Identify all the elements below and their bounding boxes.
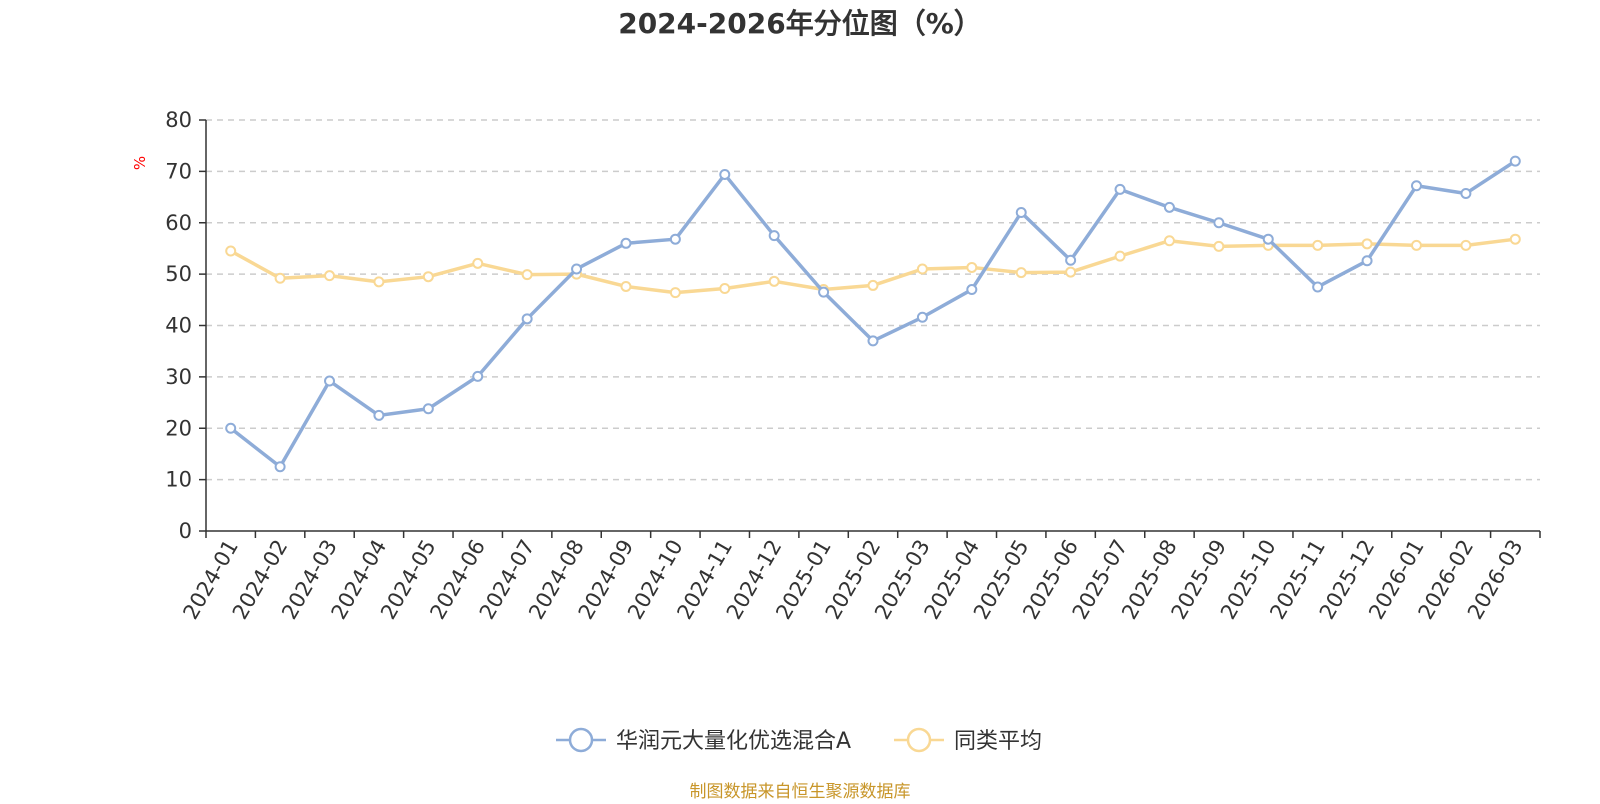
data-point <box>472 257 484 269</box>
data-point <box>1361 238 1373 250</box>
data-point <box>867 335 879 347</box>
series-layer <box>225 155 1521 473</box>
legend-label: 华润元大量化优选混合A <box>616 729 851 754</box>
data-point <box>768 230 780 242</box>
series-line <box>228 159 1518 469</box>
data-point <box>1213 217 1225 229</box>
data-point <box>1509 155 1521 167</box>
y-tick-label: 60 <box>165 211 192 235</box>
data-point <box>422 403 434 415</box>
data-point <box>1509 233 1521 245</box>
legend-item-fund[interactable]: 华润元大量化优选混合A <box>556 727 851 754</box>
data-point <box>324 375 336 387</box>
data-point <box>719 168 731 180</box>
y-tick-label: 20 <box>165 416 192 440</box>
y-tick-label: 0 <box>179 519 192 543</box>
data-point <box>966 284 978 296</box>
data-point <box>1312 281 1324 293</box>
y-axis-unit-label: % <box>131 156 149 170</box>
series-peer-average <box>225 233 1521 299</box>
y-tick-label: 10 <box>165 468 192 492</box>
data-point <box>373 276 385 288</box>
data-point <box>422 271 434 283</box>
data-point <box>620 280 632 292</box>
data-point <box>1163 201 1175 213</box>
y-tick-label: 70 <box>165 159 192 183</box>
data-point <box>1114 250 1126 262</box>
data-point <box>571 263 583 275</box>
data-point <box>1262 233 1274 245</box>
data-point <box>818 286 830 298</box>
data-point <box>966 261 978 273</box>
data-point <box>472 370 484 382</box>
axes: 010203040506070802024-012024-022024-0320… <box>165 108 1541 623</box>
data-point <box>669 233 681 245</box>
data-source-note: 制图数据来自恒生聚源数据库 <box>690 782 911 800</box>
y-tick-label: 30 <box>165 365 192 389</box>
data-point <box>916 263 928 275</box>
legend-marker-icon <box>906 727 932 753</box>
grid-lines <box>206 119 1540 481</box>
legend-marker-icon <box>568 727 594 753</box>
y-tick-label: 50 <box>165 262 192 286</box>
data-point <box>1213 240 1225 252</box>
data-point <box>373 409 385 421</box>
data-point <box>1312 239 1324 251</box>
legend-label: 同类平均 <box>954 729 1042 754</box>
data-point <box>867 279 879 291</box>
data-point <box>1460 239 1472 251</box>
y-tick-label: 80 <box>165 108 192 132</box>
data-point <box>274 461 286 473</box>
data-point <box>1015 206 1027 218</box>
data-point <box>669 287 681 299</box>
data-point <box>1015 267 1027 279</box>
data-point <box>324 270 336 282</box>
data-point <box>768 275 780 287</box>
data-point <box>1114 183 1126 195</box>
data-point <box>274 272 286 284</box>
data-point <box>1460 187 1472 199</box>
legend[interactable]: 华润元大量化优选混合A 同类平均 <box>556 727 1042 754</box>
y-tick-label: 40 <box>165 314 192 338</box>
data-point <box>225 245 237 257</box>
data-point <box>916 311 928 323</box>
data-point <box>1410 239 1422 251</box>
chart-title: 2024-2026年分位图（%） <box>618 7 982 40</box>
series-fund <box>225 155 1521 473</box>
data-point <box>719 283 731 295</box>
data-point <box>225 422 237 434</box>
legend-item-peer-average[interactable]: 同类平均 <box>894 727 1042 754</box>
data-point <box>1163 235 1175 247</box>
data-point <box>1065 266 1077 278</box>
data-point <box>1410 180 1422 192</box>
data-point <box>521 313 533 325</box>
data-point <box>521 269 533 281</box>
data-point <box>1361 255 1373 267</box>
data-point <box>620 237 632 249</box>
data-point <box>1065 254 1077 266</box>
